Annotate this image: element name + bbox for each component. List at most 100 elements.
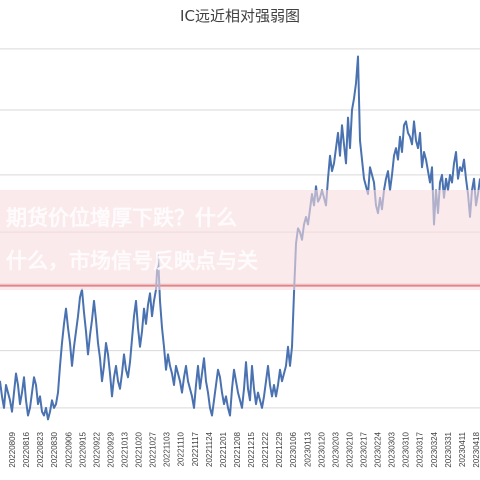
data-point [123,353,125,356]
x-tick-label: 20220906 [64,431,73,467]
data-point [31,392,33,394]
data-point [113,376,115,378]
data-point [111,395,113,398]
data-point [189,388,191,390]
x-tick-label: 20221124 [205,431,214,467]
data-point [195,384,197,386]
x-tick-label: 20230106 [289,431,298,467]
data-point [105,342,107,344]
data-point [35,384,37,386]
data-point [441,174,443,176]
x-tick-label: 20220816 [22,431,31,467]
data-point [47,418,49,420]
data-point [439,181,441,184]
data-point [223,403,225,405]
x-tick-label: 20221208 [233,431,242,467]
data-point [457,178,459,180]
data-point [473,178,475,180]
x-tick-label: 20221117 [191,431,200,466]
data-point [445,178,447,180]
data-point [19,403,21,405]
data-point [97,342,99,344]
x-axis-ticks: 20220809 20220816 20220823 20220830 20220906… [8,431,480,467]
data-point [261,407,263,409]
data-point [335,147,337,149]
data-point [353,97,355,100]
data-point [459,166,461,168]
data-point [185,365,187,367]
data-point [43,414,45,417]
x-tick-label: 20220830 [50,431,59,467]
data-point [75,330,77,333]
data-point [285,365,287,367]
data-point [193,407,195,409]
data-point [9,399,11,401]
data-point [235,380,237,382]
data-point [0,380,1,382]
x-tick-label: 20230203 [331,431,340,467]
data-point [73,346,75,348]
data-point [449,174,451,176]
data-point [221,392,223,394]
data-point [15,372,17,375]
data-point [343,143,345,145]
data-point [209,407,211,409]
data-point [363,178,365,180]
data-point [405,120,407,122]
data-point [263,395,265,398]
data-point [17,384,19,386]
x-tick-label: 20230418 [472,431,480,467]
data-point [351,109,353,111]
data-point [1,395,3,398]
data-point [371,174,373,176]
data-point [331,170,333,172]
data-point [141,330,143,333]
data-point [169,365,171,367]
data-point [421,166,423,168]
data-point [21,392,23,394]
data-point [341,124,343,126]
watermark-overlay: 期货价位增厚下跌？什么 什么，市场信号反映点与关 [0,190,480,290]
data-point [77,315,79,317]
data-point [227,407,229,409]
data-point [45,407,47,409]
data-point [109,372,111,375]
data-point [177,372,179,375]
data-point [329,155,331,157]
data-point [59,365,61,367]
data-point [245,361,247,363]
data-point [107,353,109,356]
data-point [229,414,231,417]
data-point [273,384,275,386]
x-tick-label: 20221020 [135,431,144,467]
data-point [51,399,53,401]
data-point [249,399,251,401]
data-point [265,380,267,382]
data-point [3,407,5,409]
data-point [387,170,389,172]
data-point [357,55,359,58]
data-point [257,392,259,394]
x-tick-label: 20221013 [121,431,130,467]
data-point [69,342,71,344]
data-point [183,376,185,378]
data-point [237,392,239,394]
data-point [99,357,101,359]
x-tick-label: 20220915 [78,431,87,467]
data-point [159,300,161,302]
data-point [395,147,397,149]
data-point [161,327,163,329]
x-tick-label: 20230217 [360,431,369,467]
data-point [463,159,465,161]
data-point [431,166,433,168]
x-tick-label: 20221229 [275,431,284,467]
data-point [419,132,421,134]
data-point [251,365,253,367]
x-tick-label: 20221215 [247,431,256,467]
x-tick-label: 20220809 [8,431,17,467]
data-point [95,319,97,321]
data-point [203,357,205,359]
data-point [115,365,117,367]
data-point [131,338,133,340]
data-point [39,395,41,398]
